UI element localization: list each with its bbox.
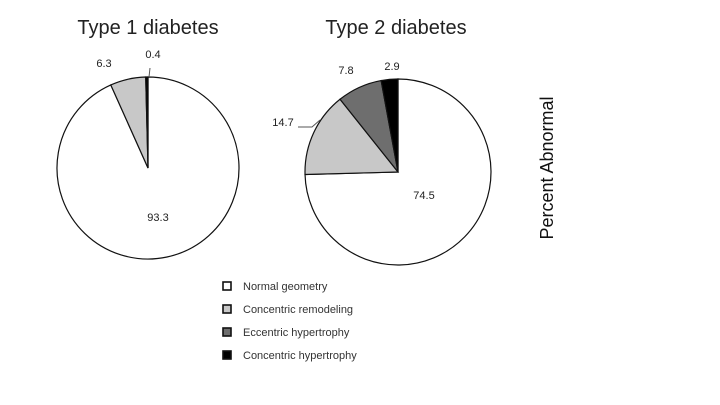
leader-line-type2-remodeling xyxy=(298,119,321,128)
legend: Normal geometry Concentric remodeling Ecce… xyxy=(222,281,357,362)
slice-label-type1-remodeling: 6.3 xyxy=(96,58,111,70)
legend-swatch-normal-geometry xyxy=(222,281,232,291)
legend-label-eccentric-hypertrophy: Eccentric hypertrophy xyxy=(243,327,350,339)
slice-label-type2-concentric: 2.9 xyxy=(384,61,399,73)
pie-chart-type1 xyxy=(56,76,240,260)
slice-label-type2-normal: 74.5 xyxy=(413,190,434,202)
legend-label-normal-geometry: Normal geometry xyxy=(243,281,328,293)
slice-label-type1-normal: 93.3 xyxy=(147,212,168,224)
side-label: Percent Abnormal xyxy=(537,96,557,239)
pie-slice-type1-concentric-hypertrophy xyxy=(145,76,149,169)
legend-swatch-concentric-hypertrophy xyxy=(222,350,232,360)
slice-label-type2-eccentric: 7.8 xyxy=(338,65,353,77)
legend-swatch-concentric-remodeling xyxy=(222,304,232,314)
legend-label-concentric-remodeling: Concentric remodeling xyxy=(243,304,353,316)
pie-slice-type2-concentric-remodeling xyxy=(304,98,400,176)
pie-chart-type2 xyxy=(304,78,492,266)
chart-title-type2: Type 2 diabetes xyxy=(325,17,466,39)
pie-slice-type2-concentric-hypertrophy xyxy=(380,78,399,173)
leader-line-type1-concentric xyxy=(148,67,151,78)
legend-swatch-eccentric-hypertrophy xyxy=(222,327,232,337)
slice-label-type2-remodeling: 14.7 xyxy=(272,117,293,129)
legend-label-concentric-hypertrophy: Concentric hypertrophy xyxy=(243,350,357,362)
chart-title-type1: Type 1 diabetes xyxy=(77,17,218,39)
slice-label-type1-concentric: 0.4 xyxy=(145,49,160,61)
pie-slice-type2-normal-geometry xyxy=(304,78,492,266)
